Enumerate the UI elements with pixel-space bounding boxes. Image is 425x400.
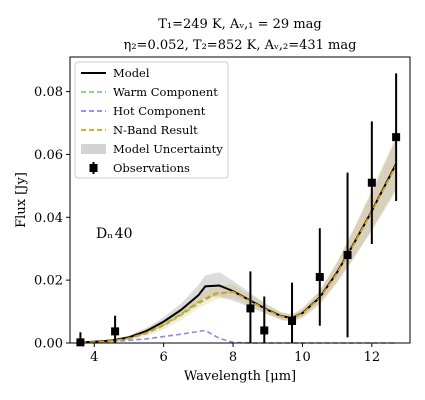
observation-point <box>315 273 324 281</box>
panel-annotation: Dₙ 40 <box>96 226 133 242</box>
y-tick-label: 0.04 <box>34 211 63 226</box>
observation-point <box>392 133 401 142</box>
observation-point <box>246 304 255 313</box>
uncertainty-bands <box>80 135 397 343</box>
observation-points <box>76 73 401 347</box>
x-axis-label: Wavelength [μm] <box>184 369 296 384</box>
legend-swatch-marker <box>89 164 98 172</box>
model-uncertainty-band <box>80 138 397 343</box>
observation-point <box>288 317 297 325</box>
legend-label: Hot Component <box>113 104 206 118</box>
x-tick-label: 10 <box>294 350 311 365</box>
legend-label: N-Band Result <box>113 123 198 137</box>
chart-title-line2: η₂=0.052, T₂=852 K, Aᵥ,₂=431 mag <box>124 38 357 53</box>
legend-label: Warm Component <box>113 85 218 99</box>
y-tick-label: 0.00 <box>34 337 63 352</box>
observation-point <box>76 338 85 347</box>
x-axis: 4 6 8 10 12 <box>90 343 380 365</box>
chart-title-line1: T₁=249 K, Aᵥ,₁ = 29 mag <box>158 17 322 32</box>
legend-box <box>74 61 229 179</box>
y-tick-label: 0.08 <box>34 85 63 100</box>
legend-label: Observations <box>113 161 190 175</box>
x-tick-label: 4 <box>90 350 98 365</box>
x-tick-label: 12 <box>364 350 381 365</box>
x-tick-label: 8 <box>229 350 237 365</box>
legend-label: Model <box>113 66 150 80</box>
y-axis-label: Flux [Jy] <box>14 172 29 228</box>
legend-label: Model Uncertainty <box>113 142 223 156</box>
y-axis: 0.00 0.02 0.04 0.06 0.08 <box>34 85 70 352</box>
x-tick-label: 6 <box>160 350 168 365</box>
observation-point <box>343 251 352 259</box>
nband-result-line <box>80 164 397 344</box>
observation-point <box>260 326 269 335</box>
y-tick-label: 0.02 <box>34 274 63 289</box>
observation-point <box>367 178 376 187</box>
legend-swatch-patch <box>81 144 106 154</box>
y-tick-label: 0.06 <box>34 148 63 163</box>
plot-frame <box>69 56 411 344</box>
observation-point <box>111 327 120 336</box>
legend: Model Warm Component Hot Component N-Band R… <box>74 61 229 179</box>
